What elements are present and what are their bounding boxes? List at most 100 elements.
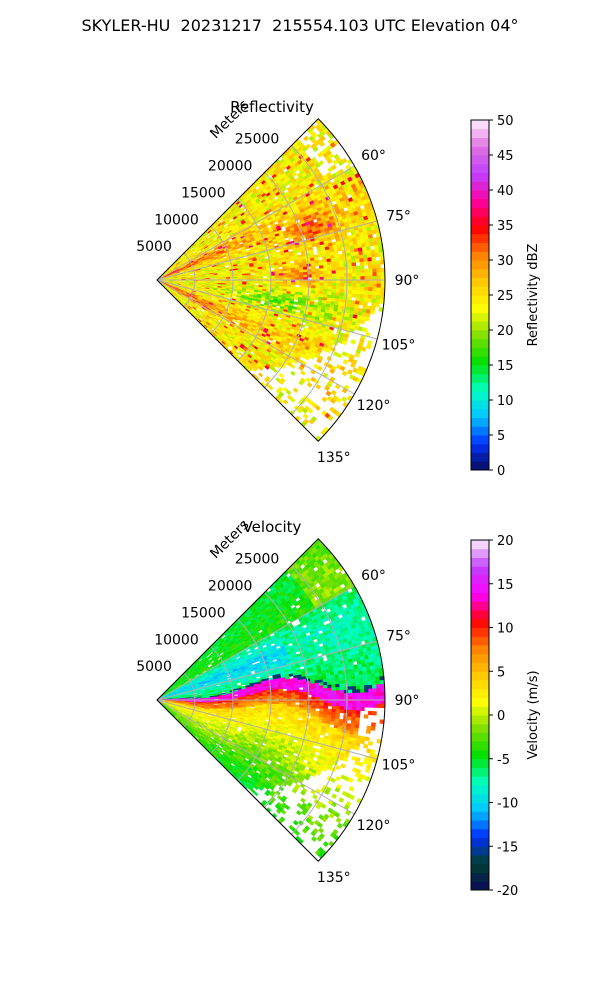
- field-cell: [323, 264, 328, 269]
- field-cell: [296, 407, 303, 414]
- colorbar-segment: [471, 277, 489, 287]
- field-cell: [278, 379, 284, 385]
- field-cell: [268, 385, 274, 391]
- field-cell: [371, 256, 377, 262]
- field-cell: [331, 267, 337, 272]
- field-cell: [341, 340, 347, 346]
- field-cell: [380, 287, 386, 293]
- field-cell: [342, 256, 348, 261]
- field-cell: [376, 271, 382, 277]
- range-tick-label: 25000: [235, 132, 280, 148]
- field-cell: [360, 346, 367, 352]
- field-cell: [347, 262, 353, 267]
- field-cell: [290, 270, 296, 274]
- colorbar-segment: [471, 251, 489, 261]
- field-cell: [311, 287, 316, 292]
- field-cell: [330, 164, 337, 171]
- field-cell: [363, 297, 369, 303]
- colorbar-segment: [471, 330, 489, 340]
- field-cell: [359, 261, 365, 267]
- field-cell: [290, 284, 296, 288]
- field-cell: [374, 302, 380, 308]
- field-cell: [343, 266, 349, 271]
- field-cell: [347, 269, 353, 274]
- azimuth-tick-label: 75°: [386, 208, 411, 224]
- field-cell: [352, 276, 357, 281]
- field-cell: [258, 366, 264, 372]
- field-cell: [343, 259, 348, 264]
- field-cell: [341, 396, 348, 403]
- field-cell: [380, 275, 386, 281]
- field-cell: [307, 285, 312, 289]
- field-cell: [314, 262, 320, 267]
- field-cell: [335, 282, 341, 287]
- azimuth-gridline: [156, 279, 355, 395]
- field-cell: [323, 285, 329, 290]
- field-cell: [325, 348, 331, 354]
- field-cell: [367, 257, 373, 262]
- field-cell: [258, 276, 264, 279]
- field-cell: [303, 271, 308, 276]
- azimuth-tick-label: 60°: [361, 148, 386, 164]
- field-cell: [278, 273, 284, 276]
- field-cell: [299, 282, 304, 286]
- field-cell: [289, 258, 295, 262]
- field-cell: [343, 263, 349, 268]
- field-cell: [315, 435, 322, 442]
- field-cell: [331, 285, 337, 290]
- field-cell: [369, 309, 375, 315]
- field-cell: [339, 273, 345, 278]
- field-cell: [362, 327, 368, 333]
- field-cell: [366, 253, 372, 259]
- colorbar-tick-label: 40: [497, 184, 514, 199]
- field-cell: [337, 247, 343, 252]
- field-cell: [316, 365, 323, 372]
- field-cell: [278, 372, 285, 379]
- field-cell: [323, 282, 329, 287]
- colorbar-segment: [471, 417, 489, 427]
- field-cell: [245, 290, 251, 294]
- field-cell: [307, 282, 312, 286]
- colorbar-segment: [471, 216, 489, 226]
- field-cell: [309, 354, 315, 360]
- field-cell: [359, 297, 365, 302]
- field-cell: [370, 249, 376, 254]
- colorbar-segment: [471, 163, 489, 173]
- field-cell: [293, 301, 298, 305]
- field-cell: [278, 275, 284, 279]
- field-cell: [363, 294, 369, 299]
- field-cell: [368, 272, 373, 277]
- field-cell: [307, 407, 314, 414]
- field-cell: [364, 276, 369, 281]
- field-cell: [358, 254, 364, 259]
- field-cell: [307, 271, 312, 275]
- field-cell: [335, 270, 341, 274]
- chart-title: Velocity: [243, 518, 302, 536]
- field-cell: [306, 266, 312, 270]
- field-cell: [303, 282, 308, 286]
- field-cell: [343, 283, 349, 287]
- field-cell: [354, 352, 361, 358]
- field-cell: [363, 290, 369, 295]
- field-cell: [330, 261, 336, 265]
- field-cell: [282, 399, 289, 405]
- figure-title: SKYLER-HU 20231217 215554.103 UTC Elevat…: [81, 16, 519, 35]
- field-cell: [355, 293, 361, 298]
- field-cell: [343, 286, 349, 291]
- field-cell: [181, 280, 186, 282]
- field-cell: [376, 283, 382, 289]
- field-cell: [360, 279, 365, 284]
- field-cell: [362, 250, 368, 255]
- field-cell: [275, 363, 281, 369]
- field-cell: [367, 260, 373, 266]
- field-cell: [327, 267, 333, 272]
- colorbar-tick-label: 30: [497, 254, 514, 269]
- colorbar-tick-label: 35: [497, 219, 514, 234]
- field-cell: [319, 265, 324, 269]
- field-cell: [372, 287, 377, 292]
- field-cell: [278, 264, 283, 268]
- colorbar-segment: [471, 382, 489, 392]
- field-cell: [359, 265, 365, 270]
- field-cell: [367, 298, 373, 303]
- colorbar-segment: [471, 260, 489, 270]
